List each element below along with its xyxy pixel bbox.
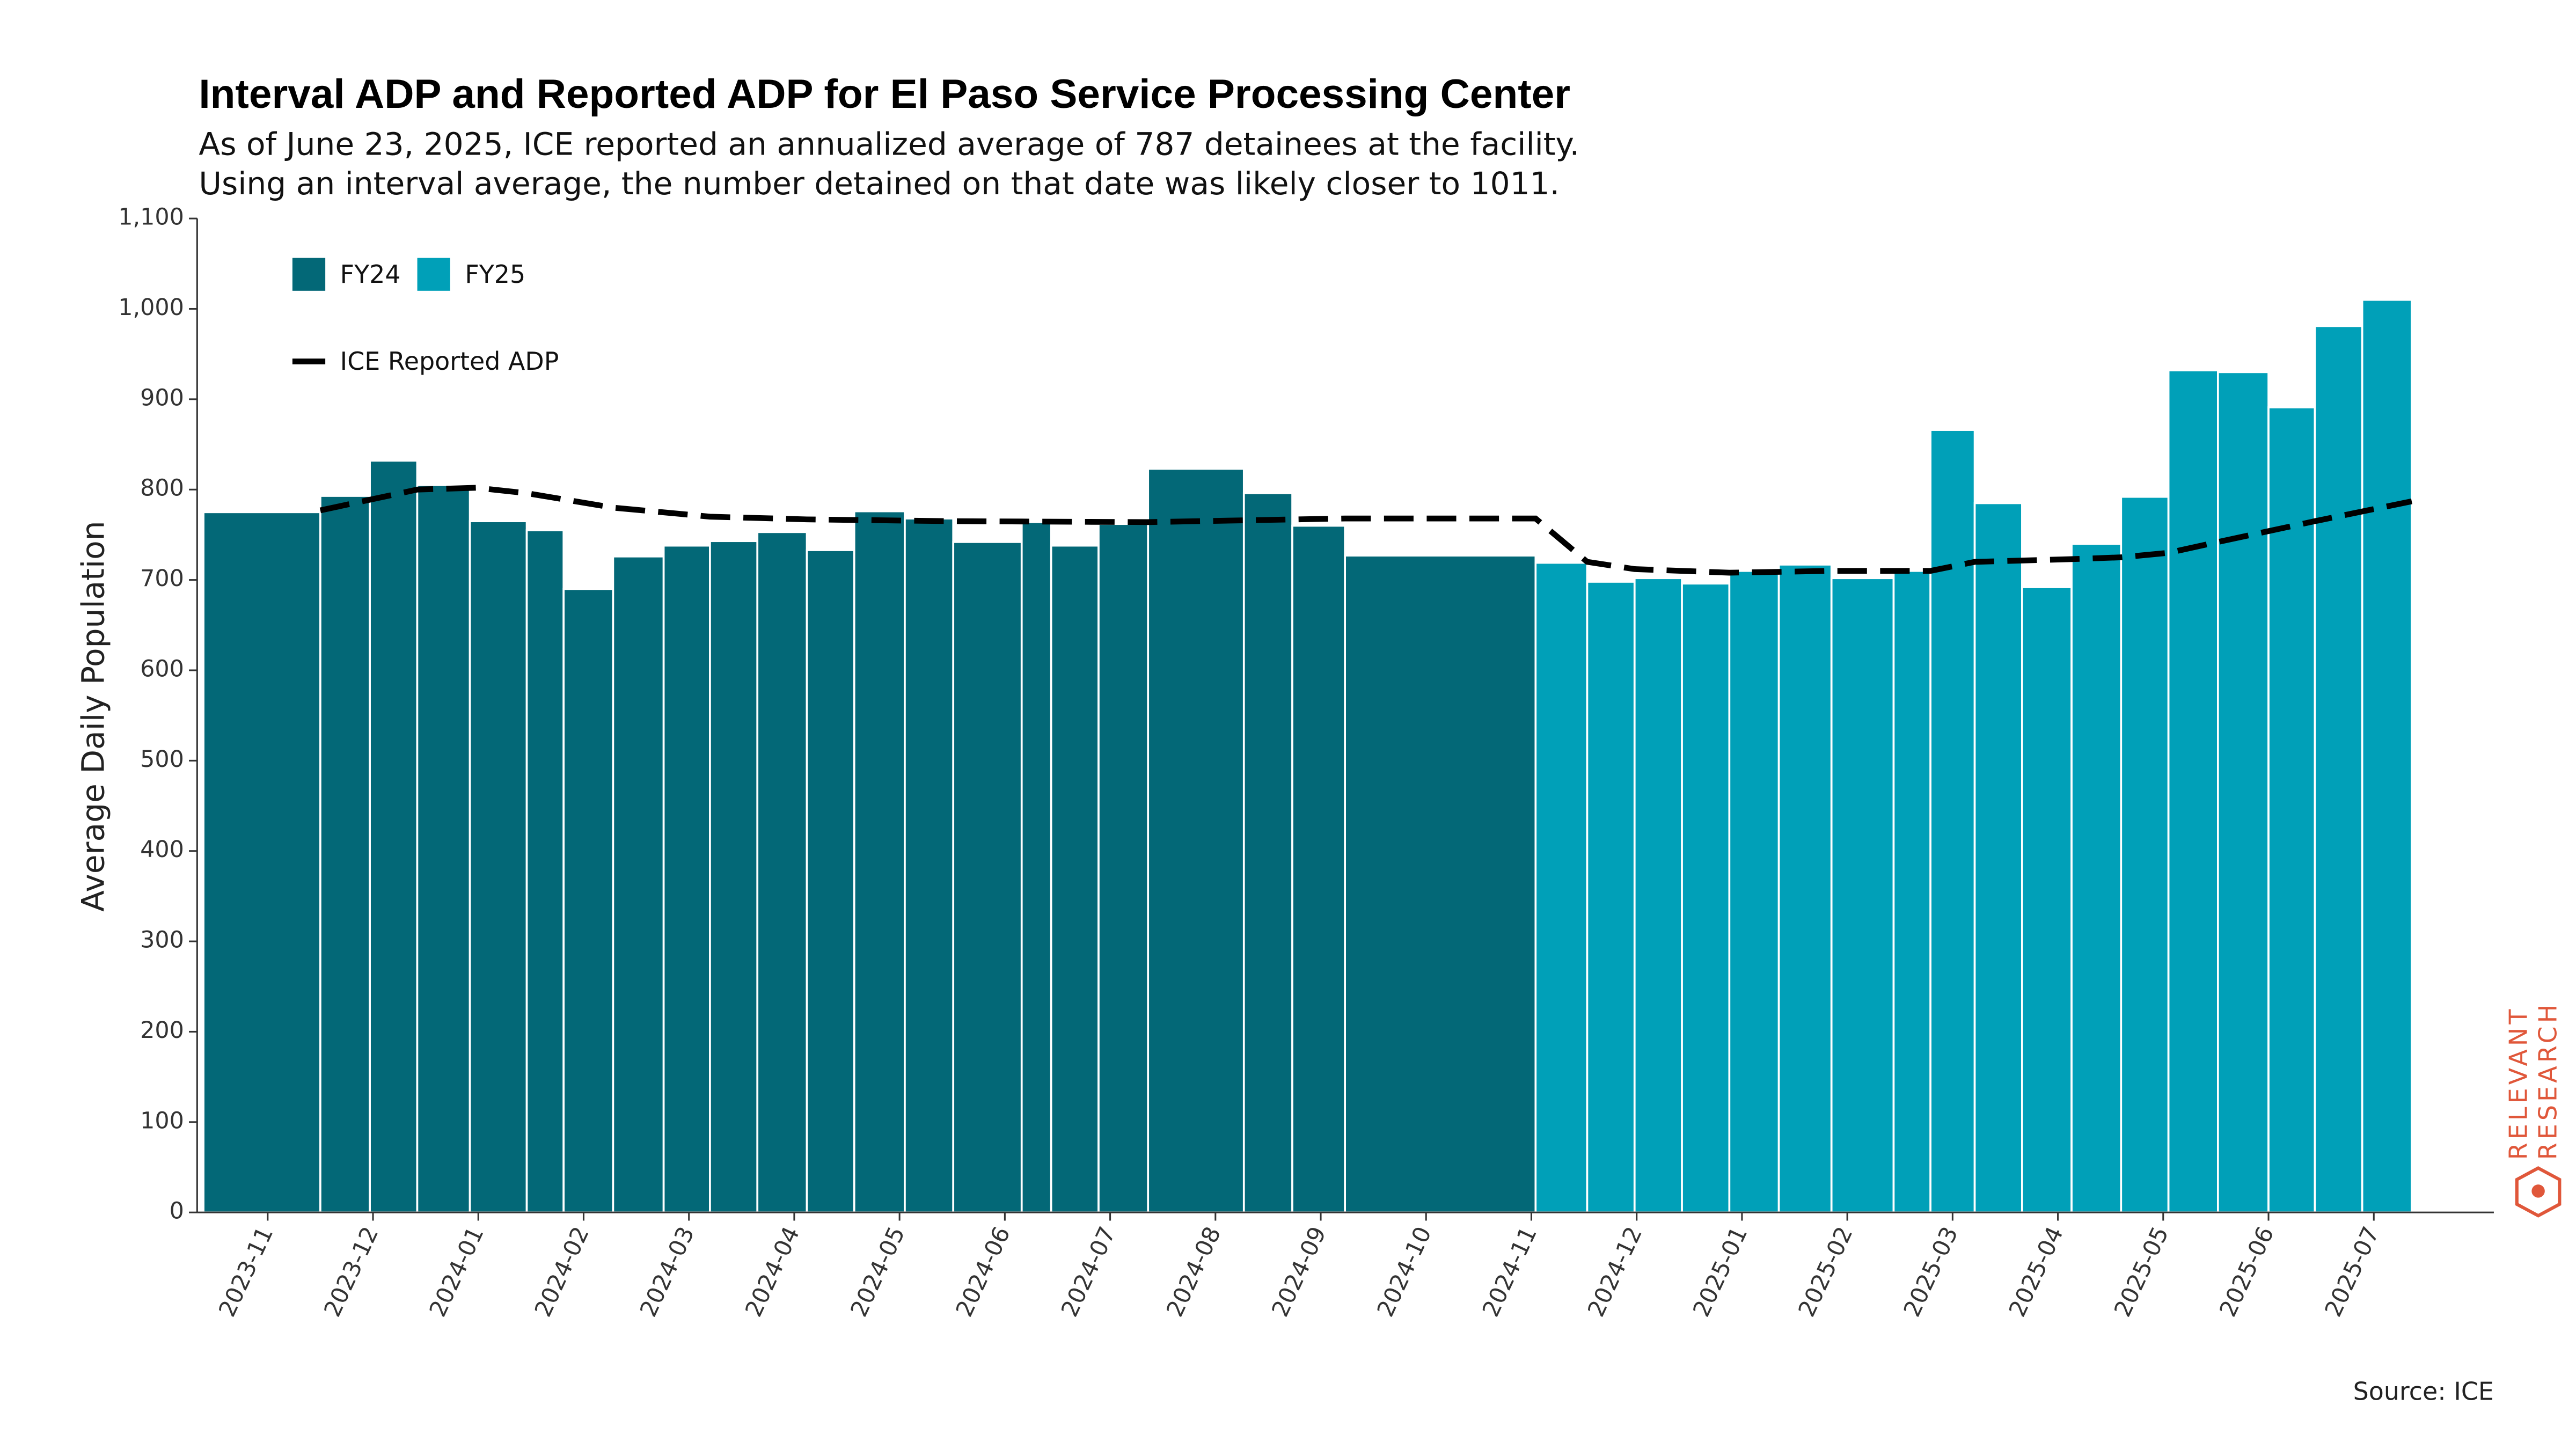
x-tick-label: 2024-04 bbox=[740, 1223, 805, 1321]
y-axis-label: Average Daily Population bbox=[75, 521, 112, 912]
y-tick-label: 0 bbox=[170, 1198, 184, 1225]
x-tick-label: 2024-10 bbox=[1372, 1223, 1437, 1321]
bar bbox=[319, 495, 371, 1214]
brand-logo: RELEVANT RESEARCH bbox=[2504, 1001, 2563, 1218]
y-tick-label: 900 bbox=[140, 384, 184, 411]
x-tick-label: 2023-12 bbox=[319, 1223, 384, 1321]
brand-icon bbox=[2531, 1184, 2545, 1198]
chart-title: Interval ADP and Reported ADP for El Pas… bbox=[199, 71, 1570, 117]
x-tick-label: 2025-03 bbox=[1899, 1223, 1964, 1321]
bar bbox=[1050, 544, 1100, 1214]
bar bbox=[2070, 543, 2123, 1214]
y-tick-label: 200 bbox=[140, 1017, 184, 1044]
bar bbox=[1777, 564, 1833, 1214]
x-tick-label: 2024-03 bbox=[635, 1223, 700, 1321]
bar bbox=[1020, 521, 1052, 1214]
chart-subtitle: Using an interval average, the number de… bbox=[199, 165, 1560, 202]
y-tick-label: 100 bbox=[140, 1107, 184, 1134]
bar bbox=[1830, 577, 1895, 1214]
bar bbox=[806, 549, 855, 1214]
legend-label: ICE Reported ADP bbox=[340, 347, 559, 376]
bar bbox=[2314, 325, 2363, 1214]
bar bbox=[416, 484, 471, 1214]
source: Source: ICE bbox=[2353, 1377, 2494, 1406]
legend-label: FY24 bbox=[340, 260, 401, 289]
bar bbox=[853, 510, 906, 1214]
x-tick-label: 2025-05 bbox=[2109, 1223, 2174, 1321]
bar bbox=[2361, 298, 2413, 1214]
x-tick-label: 2024-12 bbox=[1583, 1223, 1648, 1321]
bar bbox=[612, 555, 665, 1214]
bar bbox=[1291, 524, 1346, 1214]
x-tick-label: 2024-07 bbox=[1056, 1223, 1121, 1321]
bar bbox=[1892, 569, 1931, 1214]
legend-swatch bbox=[292, 258, 326, 291]
bar bbox=[1973, 502, 2023, 1214]
bar bbox=[1344, 554, 1537, 1214]
bar bbox=[1534, 561, 1589, 1214]
bar bbox=[369, 459, 419, 1214]
x-tick-label: 2024-06 bbox=[951, 1223, 1016, 1321]
y-tick-label: 700 bbox=[140, 565, 184, 592]
x-tick-label: 2024-01 bbox=[425, 1223, 489, 1321]
bar bbox=[525, 529, 565, 1214]
bar bbox=[2167, 369, 2219, 1214]
x-tick-label: 2024-11 bbox=[1477, 1223, 1542, 1321]
bar bbox=[662, 544, 711, 1214]
y-tick-label: 500 bbox=[140, 746, 184, 773]
bar bbox=[1681, 582, 1731, 1214]
x-tick-label: 2025-01 bbox=[1688, 1223, 1753, 1321]
y-tick-label: 1,100 bbox=[118, 204, 184, 231]
bar bbox=[1929, 429, 1976, 1214]
bar bbox=[1147, 467, 1245, 1214]
y-tick-label: 300 bbox=[140, 927, 184, 954]
bar bbox=[756, 531, 808, 1214]
brand-text: RESEARCH bbox=[2534, 1001, 2563, 1160]
x-tick-label: 2025-02 bbox=[1794, 1223, 1858, 1321]
brand-text: RELEVANT bbox=[2504, 1006, 2533, 1160]
bar bbox=[1633, 577, 1683, 1214]
bar bbox=[469, 520, 528, 1214]
y-tick-label: 1,000 bbox=[118, 294, 184, 321]
legend-label: FY25 bbox=[465, 260, 525, 289]
x-tick-label: 2024-05 bbox=[846, 1223, 911, 1321]
bar bbox=[2021, 586, 2073, 1214]
bar bbox=[2217, 371, 2270, 1214]
bar bbox=[1097, 523, 1150, 1214]
legend-swatch bbox=[417, 258, 450, 291]
bar bbox=[709, 540, 759, 1214]
y-tick-label: 800 bbox=[140, 475, 184, 502]
bar bbox=[1728, 569, 1780, 1214]
brand-icon bbox=[2515, 1166, 2562, 1218]
bar bbox=[562, 588, 614, 1214]
x-tick-label: 2024-08 bbox=[1161, 1223, 1226, 1321]
y-tick-label: 400 bbox=[140, 836, 184, 863]
x-tick-label: 2024-09 bbox=[1267, 1223, 1331, 1321]
bar bbox=[952, 541, 1023, 1214]
x-tick-label: 2025-06 bbox=[2214, 1223, 2279, 1321]
bar bbox=[1586, 581, 1636, 1214]
y-tick-label: 600 bbox=[140, 655, 184, 682]
bar bbox=[202, 511, 321, 1214]
reported-adp-line bbox=[319, 485, 2412, 576]
x-tick-label: 2025-04 bbox=[2004, 1223, 2069, 1321]
bar bbox=[904, 517, 955, 1214]
x-tick-label: 2024-02 bbox=[530, 1223, 595, 1321]
chart-subtitle: As of June 23, 2025, ICE reported an ann… bbox=[199, 126, 1579, 163]
x-tick-label: 2023-11 bbox=[214, 1223, 279, 1321]
bar bbox=[2120, 495, 2170, 1214]
bar bbox=[1242, 492, 1293, 1214]
x-tick-label: 2025-07 bbox=[2320, 1223, 2385, 1321]
